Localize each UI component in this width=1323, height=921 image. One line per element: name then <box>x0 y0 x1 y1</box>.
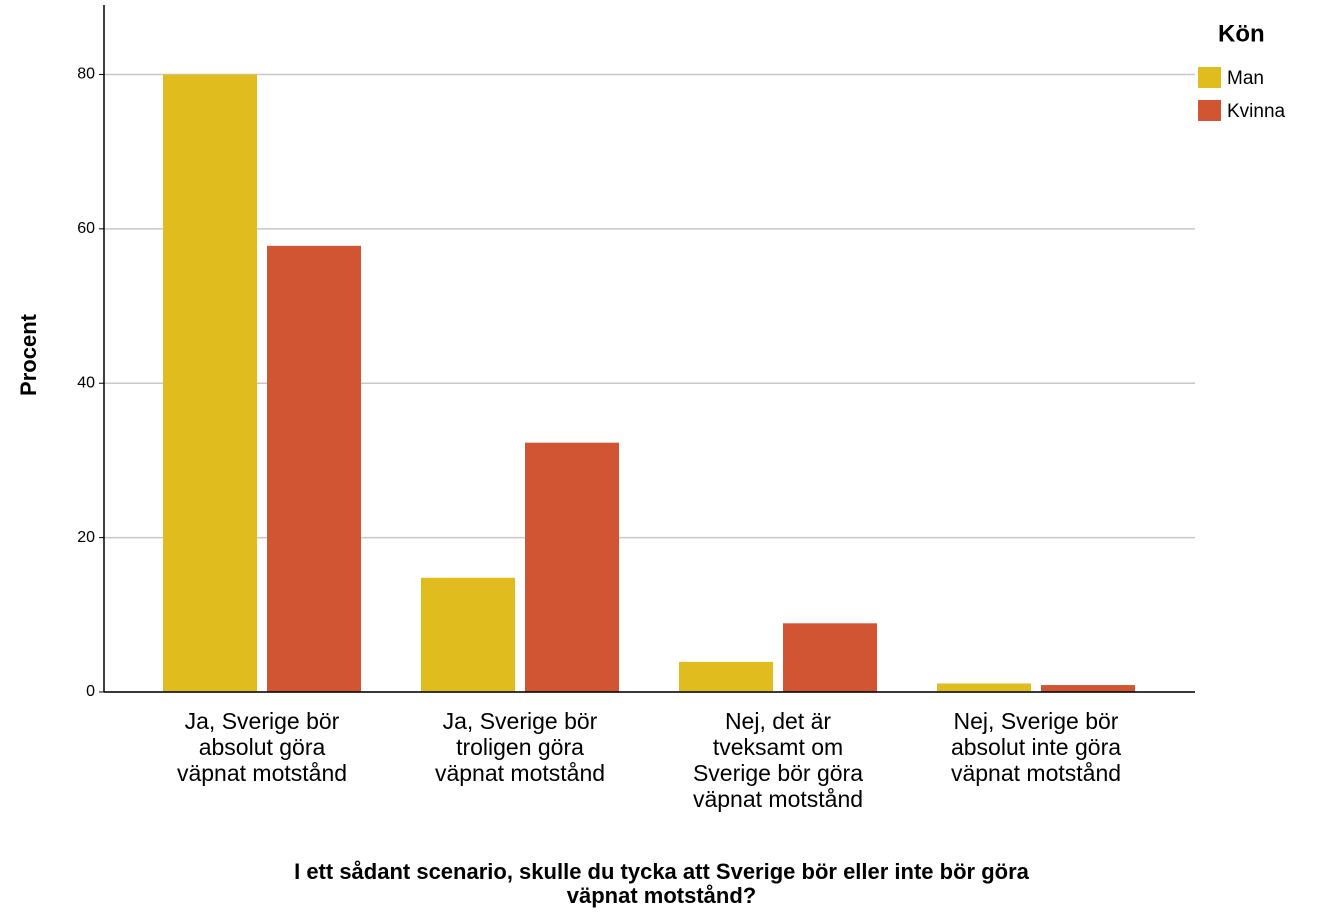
x-tick-label: Ja, Sverige bör troligen göra väpnat mot… <box>434 708 606 786</box>
bar <box>679 661 773 692</box>
bar <box>267 245 361 693</box>
legend-label: Man <box>1227 68 1264 89</box>
y-tick-label: 20 <box>77 529 95 546</box>
legend-swatch <box>1198 67 1221 88</box>
y-axis-title: Procent <box>16 313 41 396</box>
y-tick-label: 80 <box>77 66 95 83</box>
x-axis-title: I ett sådant scenario, skulle du tycka a… <box>294 859 1029 908</box>
bar <box>937 683 1031 692</box>
legend-swatch <box>1198 100 1221 121</box>
bar <box>421 577 515 692</box>
x-tick-label: Nej, det är tveksamt om Sverige bör göra… <box>692 708 864 812</box>
legend-label: Kvinna <box>1227 101 1286 122</box>
y-tick-label: 0 <box>86 683 95 700</box>
y-tick-label: 40 <box>77 374 95 391</box>
bar <box>163 74 257 692</box>
bar <box>783 623 877 692</box>
x-tick-label: Ja, Sverige bör absolut göra väpnat mots… <box>176 708 348 786</box>
bar <box>525 442 619 692</box>
y-tick-label: 60 <box>77 220 95 237</box>
bar <box>1041 685 1135 692</box>
x-tick-label: Nej, Sverige bör absolut inte göra väpna… <box>950 708 1122 786</box>
legend-title: Kön <box>1218 20 1265 47</box>
